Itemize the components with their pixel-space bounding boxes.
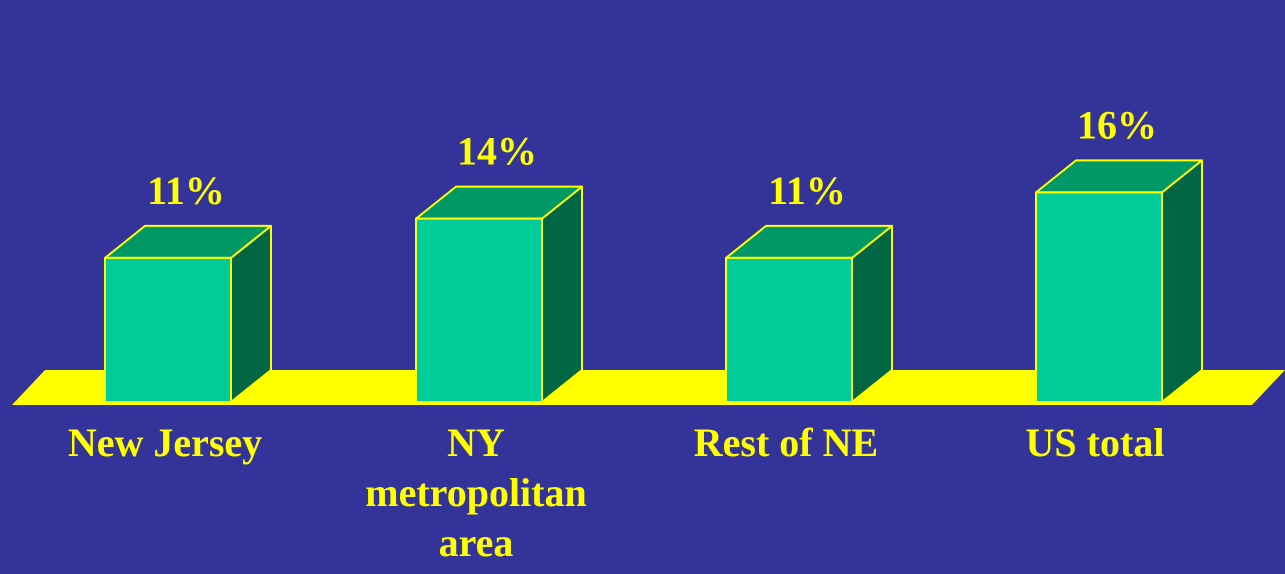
category-label-line: NY xyxy=(447,420,505,465)
category-label-line: New Jersey xyxy=(68,420,262,465)
category-label: New Jersey xyxy=(68,420,262,465)
bar xyxy=(415,185,583,403)
bar xyxy=(104,224,272,403)
bars-group xyxy=(104,159,1203,403)
data-label: 11% xyxy=(768,168,846,213)
value-labels-group: 11% 14% 11% 16% xyxy=(147,102,1157,213)
bar xyxy=(1035,159,1203,403)
bar-front xyxy=(1035,191,1163,403)
chart-floor xyxy=(12,370,1285,405)
bar-front xyxy=(415,217,543,403)
category-label: NY metropolitan area xyxy=(365,420,586,565)
bar-side xyxy=(541,185,583,403)
bar-front xyxy=(104,256,232,403)
bar xyxy=(725,224,893,403)
category-label-line: metropolitan xyxy=(365,470,586,515)
category-label-line: Rest of NE xyxy=(694,420,878,465)
bar-front xyxy=(725,256,853,403)
category-label: US total xyxy=(1026,420,1165,465)
category-label: Rest of NE xyxy=(694,420,878,465)
category-label-line: US total xyxy=(1026,420,1165,465)
data-label: 14% xyxy=(457,129,537,174)
category-labels-group: New Jersey NY metropolitan area Rest of NE US… xyxy=(68,420,1165,565)
bar-side xyxy=(1161,159,1203,403)
data-label: 11% xyxy=(147,168,225,213)
category-label-line: area xyxy=(439,520,514,565)
data-label: 16% xyxy=(1077,102,1157,147)
